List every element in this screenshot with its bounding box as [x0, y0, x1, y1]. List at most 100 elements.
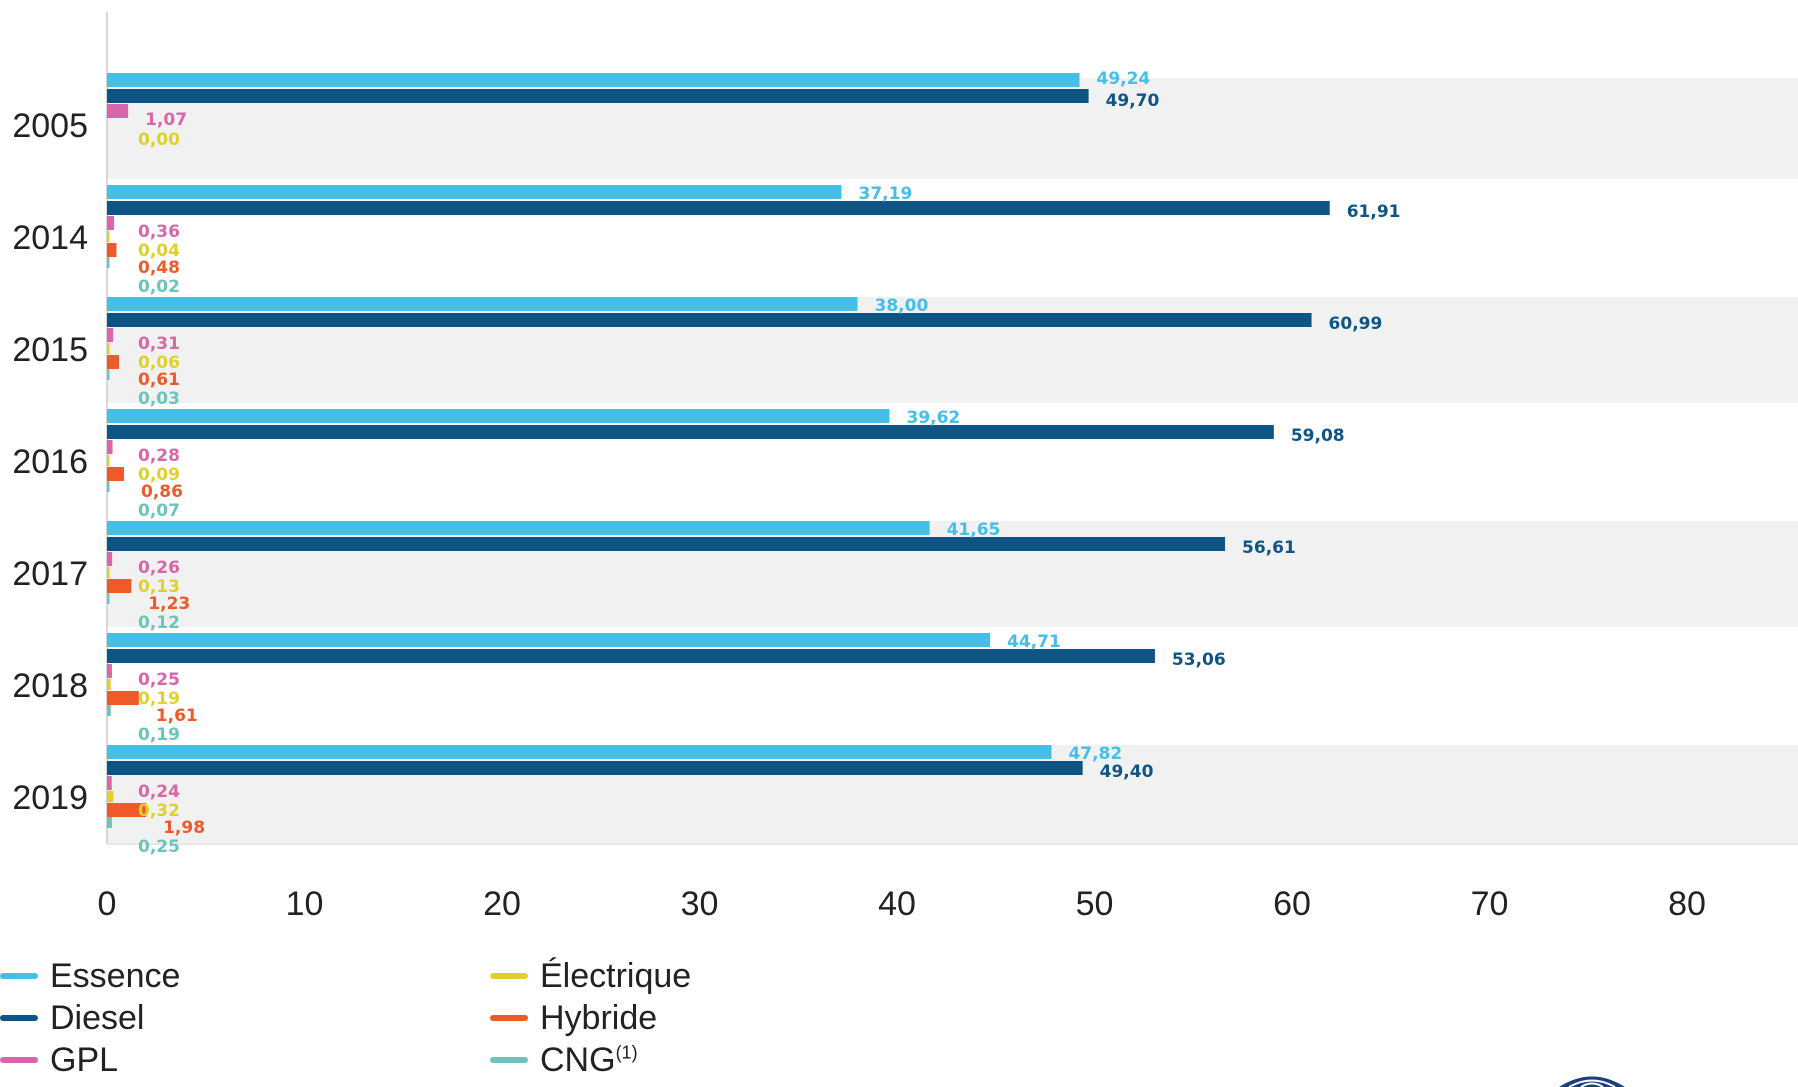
legend-swatch-gpl — [0, 1057, 38, 1063]
data-label-lectrique-2017: 0,13 — [138, 577, 180, 597]
bar-essence-2016 — [107, 409, 890, 423]
x-tick-label-30: 30 — [681, 885, 719, 923]
bar-essence-2017 — [107, 521, 930, 535]
bar-hybride-2015 — [107, 355, 120, 369]
data-label-diesel-2017: 56,61 — [1242, 538, 1296, 558]
data-label-cng-2015: 0,03 — [138, 389, 180, 409]
bar-essence-2019 — [107, 745, 1052, 759]
bar-cng-2015 — [107, 369, 110, 380]
row-band — [107, 297, 1798, 403]
data-label-gpl-2005: 1,07 — [145, 110, 187, 130]
logo-emblem-shape — [1559, 1076, 1625, 1087]
data-label-gpl-2016: 0,28 — [138, 446, 180, 466]
legend-label-hybride: Hybride — [540, 998, 658, 1037]
x-tick-label-10: 10 — [286, 885, 324, 923]
data-label-essence-2017: 41,65 — [947, 520, 1001, 540]
bar-diesel-2014 — [107, 201, 1330, 215]
data-label-lectrique-2014: 0,04 — [138, 241, 180, 261]
x-tick-label-80: 80 — [1668, 885, 1706, 923]
y-tick-label-2015: 2015 — [12, 331, 88, 369]
data-label-gpl-2014: 0,36 — [138, 222, 180, 242]
data-label-diesel-2018: 53,06 — [1172, 650, 1226, 670]
bar-lectrique-2015 — [107, 343, 110, 354]
data-label-essence-2019: 47,82 — [1068, 744, 1122, 764]
bar-lectrique-2016 — [107, 455, 110, 466]
data-label-diesel-2019: 49,40 — [1100, 762, 1154, 782]
legend-swatch-essence — [0, 973, 38, 979]
legend-swatch-diesel — [0, 1015, 38, 1021]
row-band — [107, 745, 1798, 844]
data-label-gpl-2019: 0,24 — [138, 782, 180, 802]
y-tick-label-2005: 2005 — [12, 107, 88, 145]
data-label-lectrique-2018: 0,19 — [138, 689, 180, 709]
bar-lectrique-2018 — [107, 679, 111, 690]
bar-essence-2005 — [107, 73, 1080, 87]
bar-lectrique-2014 — [107, 231, 110, 242]
bar-lectrique-2017 — [107, 567, 110, 578]
bar-hybride-2018 — [107, 691, 139, 705]
x-tick-label-20: 20 — [483, 885, 521, 923]
legend-swatch-cng — [490, 1057, 528, 1063]
y-tick-label-2016: 2016 — [12, 443, 88, 481]
y-tick-labels: 2005 2014 2015 2016 2017 2018 2019 — [12, 107, 88, 817]
bar-hybride-2019 — [107, 803, 147, 817]
legend-label-cng-footnote: (1) — [615, 1042, 638, 1063]
data-label-essence-2014: 37,19 — [859, 184, 913, 204]
data-label-lectrique-2019: 0,32 — [138, 801, 180, 821]
legend-swatch-hybride — [490, 1015, 528, 1021]
data-label-lectrique-2015: 0,06 — [138, 353, 180, 373]
bar-cng-2018 — [107, 705, 111, 716]
bar-gpl-2014 — [107, 216, 115, 230]
bars — [107, 73, 1330, 828]
legend-label-cng: CNG(1) — [540, 1041, 638, 1080]
bar-diesel-2018 — [107, 649, 1155, 663]
data-label-lectrique-2005: 0,00 — [138, 130, 180, 150]
legend-item-diesel: Diesel — [0, 998, 144, 1038]
bar-gpl-2016 — [107, 440, 113, 454]
legend-item-hybride: Hybride — [490, 998, 657, 1038]
data-label-hybride-2014: 0,48 — [138, 258, 180, 278]
y-tick-label-2017: 2017 — [12, 555, 88, 593]
legend-item-electrique: Électrique — [490, 956, 691, 996]
data-label-diesel-2005: 49,70 — [1106, 91, 1160, 111]
bar-essence-2018 — [107, 633, 991, 647]
legend-label-electrique: Électrique — [540, 956, 692, 995]
bar-essence-2014 — [107, 185, 842, 199]
bar-hybride-2017 — [107, 579, 132, 593]
legend-label-gpl: GPL — [50, 1040, 119, 1079]
bar-cng-2017 — [107, 593, 110, 604]
data-label-essence-2018: 44,71 — [1007, 632, 1061, 652]
bar-cng-2019 — [107, 817, 112, 828]
data-label-hybride-2019: 1,98 — [163, 818, 205, 838]
data-label-cng-2017: 0,12 — [138, 613, 180, 633]
x-tick-labels: 0 10 20 30 40 50 60 70 80 — [98, 885, 1706, 923]
bar-hybride-2016 — [107, 467, 124, 481]
bar-diesel-2005 — [107, 89, 1089, 103]
data-label-essence-2005: 49,24 — [1096, 69, 1150, 89]
legend: Essence Diesel GPL Électrique Hybride CN… — [0, 957, 760, 1087]
bar-diesel-2015 — [107, 313, 1312, 327]
legend-label-diesel: Diesel — [50, 998, 145, 1037]
bar-cng-2016 — [107, 481, 110, 492]
data-label-gpl-2015: 0,31 — [138, 334, 180, 354]
legend-label-cng-text: CNG — [540, 1040, 616, 1079]
legend-label-essence: Essence — [50, 956, 181, 995]
data-label-essence-2015: 38,00 — [875, 296, 929, 316]
y-tick-label-2014: 2014 — [12, 219, 88, 257]
legend-swatch-electrique — [490, 973, 528, 979]
legend-item-gpl: GPL — [0, 1040, 118, 1080]
data-label-cng-2019: 0,25 — [138, 837, 180, 857]
data-label-lectrique-2016: 0,09 — [138, 465, 180, 485]
bar-diesel-2019 — [107, 761, 1083, 775]
data-label-hybride-2018: 1,61 — [156, 706, 198, 726]
data-label-diesel-2015: 60,99 — [1329, 314, 1383, 334]
data-label-cng-2016: 0,07 — [138, 501, 180, 521]
x-tick-label-40: 40 — [878, 885, 916, 923]
data-label-hybride-2016: 0,86 — [141, 482, 183, 502]
bar-diesel-2016 — [107, 425, 1274, 439]
x-tick-label-60: 60 — [1273, 885, 1311, 923]
bar-gpl-2015 — [107, 328, 114, 342]
data-label-hybride-2017: 1,23 — [148, 594, 190, 614]
